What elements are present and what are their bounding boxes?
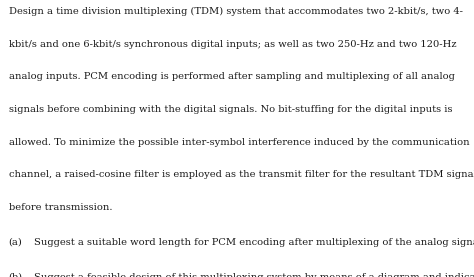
Text: allowed. To minimize the possible inter-symbol interference induced by the commu: allowed. To minimize the possible inter-… — [9, 138, 469, 147]
Text: signals before combining with the digital signals. No bit-stuffing for the digit: signals before combining with the digita… — [9, 105, 452, 114]
Text: (a): (a) — [9, 238, 22, 247]
Text: analog inputs. PCM encoding is performed after sampling and multiplexing of all : analog inputs. PCM encoding is performed… — [9, 72, 455, 81]
Text: (b): (b) — [9, 273, 23, 277]
Text: kbit/s and one 6-kbit/s synchronous digital inputs; as well as two 250-Hz and tw: kbit/s and one 6-kbit/s synchronous digi… — [9, 40, 456, 48]
Text: before transmission.: before transmission. — [9, 203, 112, 212]
Text: channel, a raised-cosine filter is employed as the transmit filter for the resul: channel, a raised-cosine filter is emplo… — [9, 170, 474, 179]
Text: Design a time division multiplexing (TDM) system that accommodates two 2-kbit/s,: Design a time division multiplexing (TDM… — [9, 7, 463, 16]
Text: Suggest a suitable word length for PCM encoding after multiplexing of the analog: Suggest a suitable word length for PCM e… — [34, 238, 474, 247]
Text: Suggest a feasible design of this multiplexing system by means of a diagram and : Suggest a feasible design of this multip… — [34, 273, 474, 277]
